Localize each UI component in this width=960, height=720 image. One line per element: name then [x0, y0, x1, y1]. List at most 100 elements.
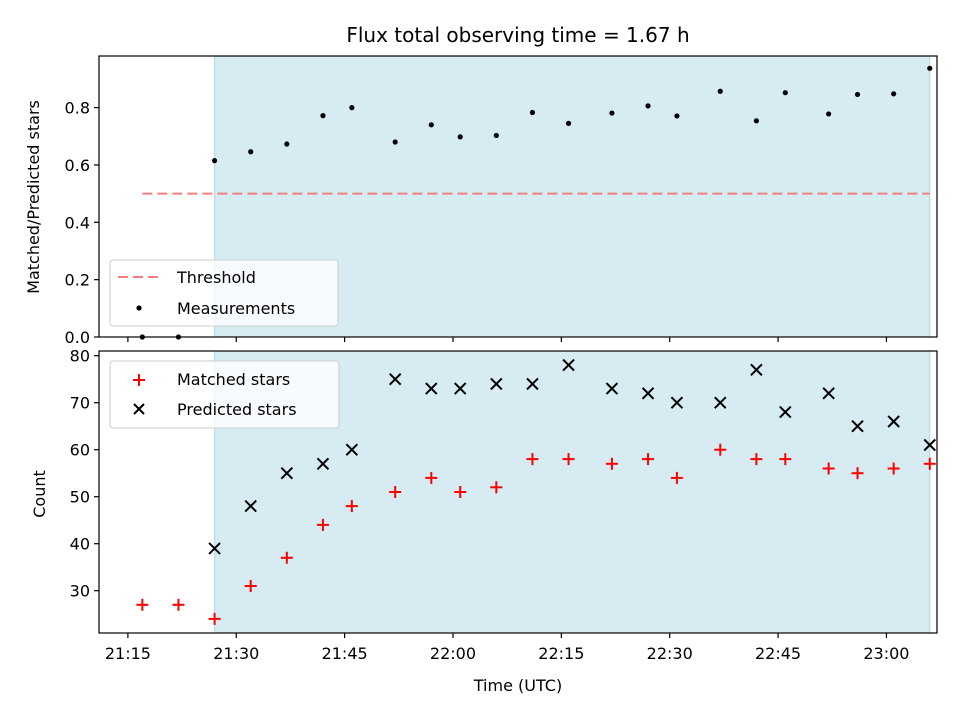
- bottom-x-tick-label: 22:00: [430, 644, 476, 663]
- matched-star-point: [425, 471, 438, 484]
- legend-matched-label: Matched stars: [177, 370, 290, 389]
- matched-star-point: [605, 457, 618, 470]
- measurement-point: [565, 120, 572, 126]
- matched-star-point: [822, 462, 835, 475]
- matched-star-point: [316, 518, 329, 531]
- predicted-star-point: [887, 415, 900, 428]
- predicted-star-point: [208, 542, 221, 555]
- bottom-legend-box: [109, 360, 340, 429]
- legend-measurement-swatch: [136, 305, 142, 311]
- predicted-star-point: [779, 405, 792, 419]
- bottom-y-tick-label: 80: [70, 347, 90, 366]
- predicted-star-point: [822, 387, 835, 400]
- bottom-y-tick-label: 60: [70, 441, 90, 460]
- bottom-panel: 30 40 50 60 70 80 21:15 21:30 21:45 22:00 22:15 22…: [30, 347, 938, 695]
- predicted-star-point: [280, 466, 294, 480]
- measurement-point: [493, 132, 499, 139]
- legend-matched-swatch: [133, 374, 145, 386]
- predicted-star-point: [490, 377, 503, 391]
- predicted-star-point: [714, 396, 727, 409]
- predicted-stars-points: [208, 358, 936, 555]
- matched-star-point: [779, 453, 792, 466]
- predicted-star-point: [641, 387, 655, 400]
- measurement-point: [891, 91, 897, 97]
- top-y-ticks: 0.0 0.2 0.4 0.6 0.8: [65, 99, 99, 347]
- matched-star-point: [923, 457, 936, 470]
- predicted-star-point: [244, 499, 257, 513]
- legend-predicted-swatch: [133, 403, 145, 415]
- matched-star-point: [280, 551, 293, 564]
- bottom-x-tick-label: 23:00: [863, 644, 909, 663]
- matched-star-point: [244, 580, 257, 592]
- matched-star-point: [526, 453, 539, 466]
- predicted-star-point: [425, 382, 438, 395]
- top-axes-frame: [98, 55, 938, 338]
- measurement-point: [927, 65, 933, 71]
- predicted-star-point: [605, 382, 619, 395]
- bottom-y-tick-label: 30: [70, 582, 90, 601]
- bottom-axes-frame: [98, 350, 938, 634]
- measurement-point: [428, 122, 434, 128]
- bottom-y-ticks: 30 40 50 60 70 80: [70, 347, 99, 601]
- predicted-star-point: [562, 358, 575, 372]
- top-legend: Threshold Measurements: [109, 259, 339, 327]
- matched-star-point: [136, 598, 149, 611]
- matched-star-point: [345, 500, 358, 513]
- bottom-legend: Matched stars Predicted stars: [109, 360, 340, 429]
- measurement-point: [392, 139, 398, 145]
- measurement-point: [349, 105, 355, 111]
- top-y-tick-label: 0.4: [65, 213, 90, 232]
- matched-star-point: [887, 462, 900, 475]
- top-y-tick-label: 0.0: [65, 328, 90, 347]
- bottom-x-tick-label: 22:45: [755, 644, 801, 663]
- predicted-star-point: [923, 438, 936, 452]
- chart-title: Flux total observing time = 1.67 h: [346, 23, 689, 47]
- top-panel: 0.00.20.40.60.8 Matched/Predicted stars …: [24, 55, 938, 347]
- top-y-tick-label: 0.2: [65, 271, 90, 290]
- x-axis-label: Time (UTC): [473, 676, 562, 695]
- measurement-point: [457, 134, 463, 140]
- legend-predicted-label: Predicted stars: [177, 400, 297, 419]
- matched-star-point: [851, 467, 864, 480]
- matched-star-point: [750, 453, 763, 466]
- matched-star-point: [714, 443, 727, 456]
- legend-measurements-label: Measurements: [177, 299, 295, 318]
- measurement-point: [854, 91, 861, 98]
- predicted-star-point: [453, 382, 467, 395]
- bottom-x-tick-label: 21:30: [213, 644, 259, 663]
- matched-star-point: [454, 486, 467, 498]
- measurement-point: [609, 110, 615, 116]
- matched-star-point: [389, 486, 402, 498]
- measurement-points: [139, 65, 933, 340]
- bottom-x-tick-label: 22:30: [647, 644, 693, 663]
- measurement-point: [248, 149, 254, 155]
- measurement-point: [211, 158, 218, 164]
- bottom-x-tick-label: 21:15: [105, 644, 151, 663]
- matched-star-point: [642, 453, 655, 466]
- bottom-y-tick-label: 70: [70, 394, 90, 413]
- predicted-star-point: [526, 377, 539, 391]
- matched-star-point: [562, 453, 575, 466]
- measurement-point: [717, 88, 723, 94]
- bottom-x-tick-label: 21:45: [322, 644, 368, 663]
- top-y-tick-label: 0.6: [65, 156, 90, 175]
- measurement-point: [645, 103, 651, 109]
- predicted-star-point: [670, 396, 684, 409]
- predicted-star-point: [750, 363, 763, 377]
- bottom-y-tick-label: 50: [70, 488, 90, 507]
- measurement-point: [782, 90, 788, 96]
- matched-star-point: [208, 612, 221, 625]
- predicted-star-point: [316, 457, 330, 471]
- matched-stars-points: [136, 443, 936, 625]
- predicted-star-point: [851, 419, 864, 433]
- top-y-axis-label: Matched/Predicted stars: [24, 100, 43, 294]
- bottom-y-tick-label: 40: [70, 535, 90, 554]
- bottom-y-axis-label: Count: [30, 470, 49, 518]
- matched-star-point: [172, 598, 185, 611]
- measurement-point: [753, 118, 759, 124]
- top-y-tick-label: 0.8: [65, 99, 90, 118]
- top-legend-box: [109, 259, 339, 327]
- measurement-point: [674, 113, 680, 119]
- measurement-point: [529, 109, 536, 116]
